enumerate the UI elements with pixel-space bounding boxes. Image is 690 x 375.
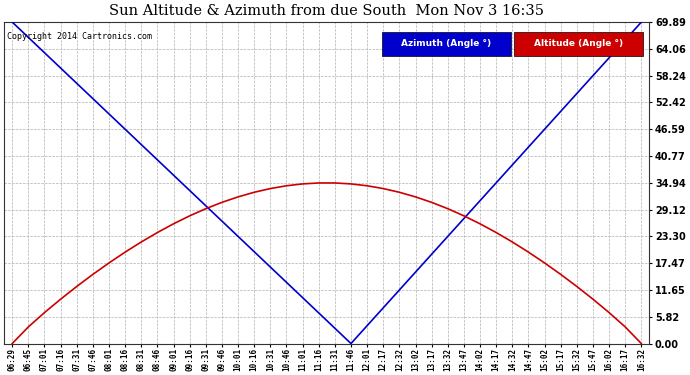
- Text: Azimuth (Angle °): Azimuth (Angle °): [401, 39, 491, 48]
- FancyBboxPatch shape: [514, 32, 643, 56]
- Title: Sun Altitude & Azimuth from due South  Mon Nov 3 16:35: Sun Altitude & Azimuth from due South Mo…: [109, 4, 544, 18]
- Text: Copyright 2014 Cartronics.com: Copyright 2014 Cartronics.com: [8, 32, 152, 41]
- Text: Altitude (Angle °): Altitude (Angle °): [534, 39, 623, 48]
- FancyBboxPatch shape: [382, 32, 511, 56]
